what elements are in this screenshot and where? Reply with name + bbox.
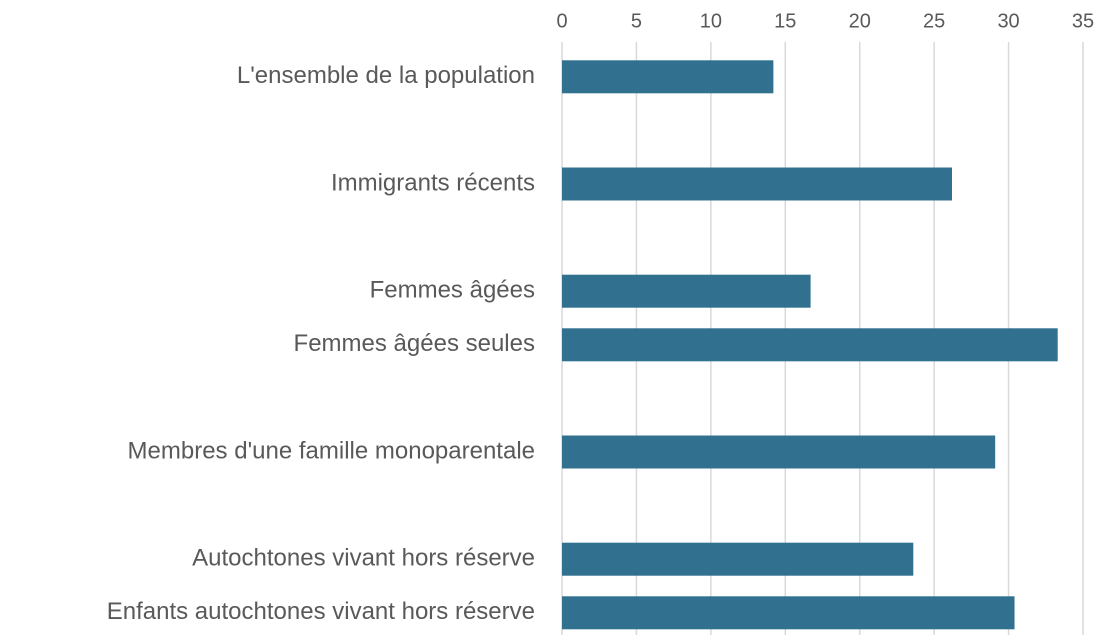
y-tick-label: Autochtones vivant hors réserve bbox=[192, 545, 535, 572]
bar bbox=[562, 167, 953, 201]
x-tick-label: 35 bbox=[1072, 10, 1094, 32]
x-tick-label: 10 bbox=[700, 10, 722, 32]
bar bbox=[562, 274, 811, 308]
x-tick-label: 30 bbox=[997, 10, 1019, 32]
y-tick-label: L'ensemble de la population bbox=[237, 62, 535, 89]
bar bbox=[562, 60, 774, 94]
y-tick-label: Femmes âgées seules bbox=[294, 330, 535, 357]
bar bbox=[562, 542, 914, 576]
bar bbox=[562, 435, 996, 469]
x-tick-label: 25 bbox=[923, 10, 945, 32]
x-tick-label: 20 bbox=[849, 10, 871, 32]
bar bbox=[562, 328, 1058, 362]
y-tick-label: Femmes âgées bbox=[370, 277, 535, 304]
x-tick-label: 15 bbox=[774, 10, 796, 32]
y-tick-label: Immigrants récents bbox=[331, 169, 535, 196]
x-tick-label: 5 bbox=[631, 10, 642, 32]
y-tick-label: Membres d'une famille monoparentale bbox=[128, 437, 535, 464]
y-tick-label: Enfants autochtones vivant hors réserve bbox=[107, 598, 535, 625]
x-tick-label: 0 bbox=[556, 10, 567, 32]
bar bbox=[562, 596, 1015, 630]
